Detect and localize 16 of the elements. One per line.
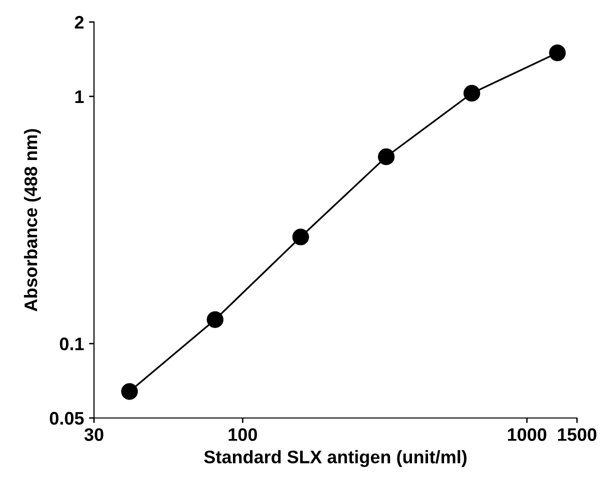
- x-axis-title: Standard SLX antigen (unit/ml): [204, 450, 467, 468]
- x-tick-label: 1000: [508, 428, 546, 441]
- y-tick-label: 0.1: [60, 338, 84, 350]
- x-tick-label: 1500: [558, 428, 596, 441]
- y-tick-label: 1: [75, 90, 84, 103]
- point: [464, 84, 480, 102]
- point: [549, 44, 566, 62]
- x-tick-label: 30: [84, 428, 104, 442]
- y-tick-label: 2: [74, 16, 84, 29]
- point: [206, 311, 224, 328]
- point: [378, 148, 395, 166]
- x-tick-label: 100: [228, 428, 257, 441]
- point: [292, 228, 310, 246]
- y-tick-label: 0.05: [50, 412, 84, 425]
- y-axis-title: Absorbance (488 nm): [24, 129, 41, 312]
- point: [121, 383, 138, 400]
